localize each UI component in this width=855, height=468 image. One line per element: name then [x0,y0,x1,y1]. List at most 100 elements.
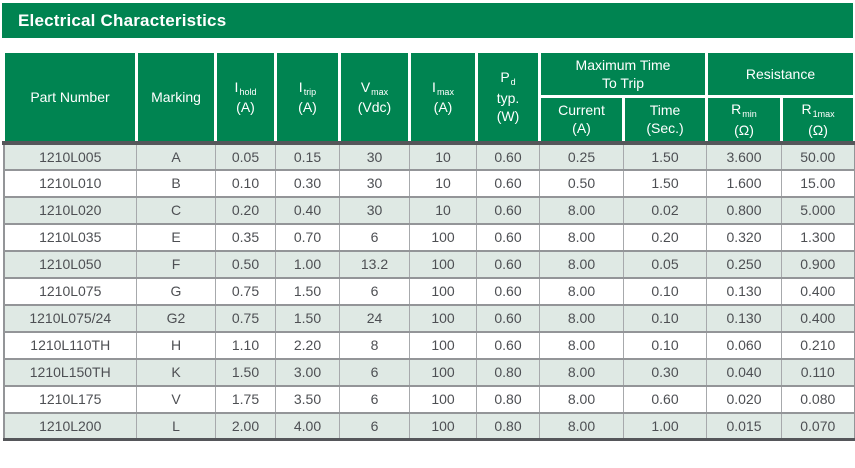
table-cell: 8.00 [539,303,624,333]
table-cell: 1.50 [275,303,340,333]
table-row: 1210L150TH K 1.50 3.00 6 100 0.80 8.00 0.30 0.040… [2,357,855,387]
table-cell: B [136,168,216,198]
table-cell: A [136,140,216,171]
page-title: Electrical Characteristics [18,10,227,30]
table-cell: 8 [339,330,410,360]
table-row: 1210L175 V 1.75 3.50 6 100 0.80 8.00 0.60 0.020 0.… [2,384,855,414]
table-cell: 0.02 [623,195,707,225]
table-row: 1210L200 L 2.00 4.00 6 100 0.80 8.00 1.00 0.015 0.… [2,411,855,442]
table-cell: 0.60 [476,276,540,306]
table-cell: 100 [409,411,477,442]
table-cell: 8.00 [539,195,624,225]
table-cell: 1.50 [215,357,276,387]
col-header-i-max: Imax (A) [408,49,478,145]
table-cell: 0.60 [623,384,707,414]
table-cell: G [136,276,216,306]
table-cell: 4.00 [275,411,340,442]
table-cell: K [136,357,216,387]
col-header-part-number: Part Number [2,49,138,145]
table-cell: 1210L175 [2,384,137,414]
table-cell: 1210L020 [2,195,137,225]
table-cell: 0.75 [215,303,276,333]
table-cell: 10 [409,195,477,225]
col-header-marking: Marking [135,49,217,145]
table-cell: 24 [339,303,410,333]
table-cell: 6 [339,222,410,252]
table-cell: 0.15 [275,140,340,171]
col-header-current: Current (A) [538,94,625,145]
table-cell: 30 [339,168,410,198]
table-cell: F [136,249,216,279]
col-header-r-1max: R1max (Ω) [779,94,855,145]
table-row: 1210L020 C 0.20 0.40 30 10 0.60 8.00 0.02 0.800 5.… [2,195,855,225]
table-cell: 13.2 [339,249,410,279]
table-cell: 0.80 [476,411,540,442]
table-cell: 0.400 [780,276,855,306]
table-cell: 0.040 [706,357,782,387]
table-cell: 1.600 [706,168,782,198]
table-cell: 2.00 [215,411,276,442]
table-cell: 8.00 [539,384,624,414]
table-row: 1210L050 F 0.50 1.00 13.2 100 0.60 8.00 0.05 0.25… [2,249,855,279]
table-cell: 3.600 [706,140,782,171]
table-cell: 0.110 [780,357,855,387]
table-cell: 0.70 [275,222,340,252]
table-cell: 0.60 [476,168,540,198]
table-cell: 6 [339,276,410,306]
table-cell: 0.320 [706,222,782,252]
table-cell: 0.20 [215,195,276,225]
table-cell: 0.250 [706,249,782,279]
table-cell: 1210L010 [2,168,137,198]
table-cell: 0.60 [476,330,540,360]
header-row-top: Part Number Marking Ihold (A) Itrip (A) … [2,49,855,145]
table-cell: 8.00 [539,222,624,252]
table-cell: 0.400 [780,303,855,333]
table-cell: 0.75 [215,276,276,306]
table-cell: 1210L050 [2,249,137,279]
table-cell: 8.00 [539,330,624,360]
table-cell: 0.015 [706,411,782,442]
table-cell: 1.50 [275,276,340,306]
section-title-bar: Electrical Characteristics [2,3,853,38]
table-cell: 1.300 [780,222,855,252]
table-row: 1210L075/24 G2 0.75 1.50 24 100 0.60 8.00 0.10 0.… [2,303,855,333]
table-cell: 30 [339,140,410,171]
table-cell: 8.00 [539,357,624,387]
table-cell: 0.05 [215,140,276,171]
table-cell: C [136,195,216,225]
table-cell: 15.00 [780,168,855,198]
table-cell: 0.070 [780,411,855,442]
table-cell: 8.00 [539,249,624,279]
table-cell: 100 [409,249,477,279]
table-cell: V [136,384,216,414]
table-cell: 0.30 [623,357,707,387]
table-cell: 3.00 [275,357,340,387]
table-cell: 3.50 [275,384,340,414]
table-cell: 0.50 [215,249,276,279]
table-cell: 1.10 [215,330,276,360]
table-cell: 100 [409,222,477,252]
table-cell: 1.00 [623,411,707,442]
table-cell: 0.060 [706,330,782,360]
table-header: Part Number Marking Ihold (A) Itrip (A) … [2,49,855,145]
table-cell: 0.20 [623,222,707,252]
table-cell: 1.75 [215,384,276,414]
table-cell: 1210L005 [2,140,137,171]
col-header-i-trip: Itrip (A) [274,49,341,145]
table-cell: 50.00 [780,140,855,171]
table-row: 1210L010 B 0.10 0.30 30 10 0.60 0.50 1.50 1.600 15… [2,168,855,198]
table-cell: 30 [339,195,410,225]
col-header-i-hold: Ihold (A) [214,49,277,145]
table-cell: 0.05 [623,249,707,279]
table-cell: 0.130 [706,276,782,306]
table-cell: G2 [136,303,216,333]
group-header-max-time-to-trip: Maximum Time To Trip [538,50,708,98]
table-cell: 0.130 [706,303,782,333]
table-cell: 0.900 [780,249,855,279]
table-cell: 0.60 [476,195,540,225]
table-cell: 0.020 [706,384,782,414]
group-header-resistance: Resistance [704,50,855,98]
table-cell: E [136,222,216,252]
table-cell: 100 [409,330,477,360]
table-cell: 1210L075 [2,276,137,306]
